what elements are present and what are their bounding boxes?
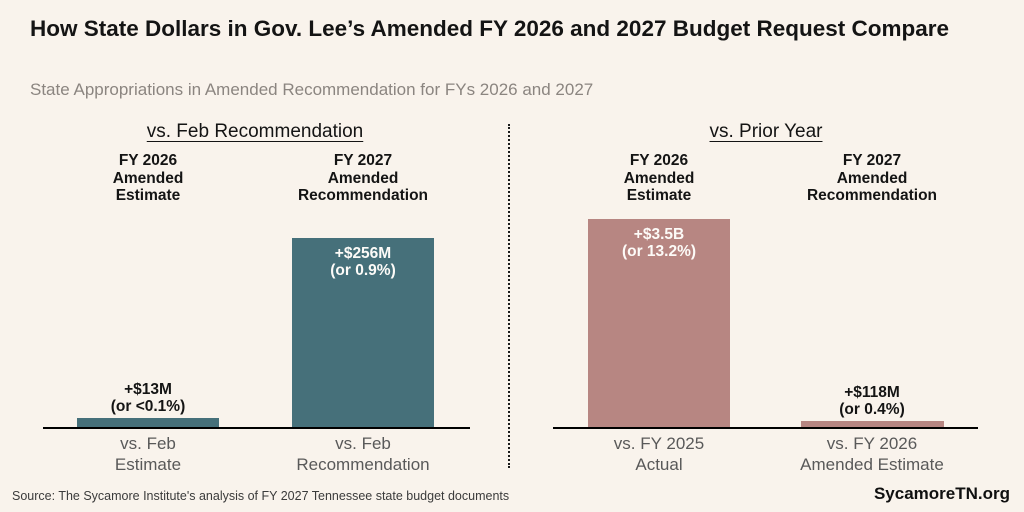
source-note: Source: The Sycamore Institute's analysi…: [12, 489, 510, 503]
x-axis-line-left: [43, 427, 470, 429]
x-label-vs-fy2026-amended-estimate: vs. FY 2026 Amended Estimate: [800, 434, 944, 474]
column-header-fy2027-amended-recommendation-left: FY 2027 Amended Recommendation: [297, 152, 429, 204]
bar-value-label: +$3.5B (or 13.2%): [621, 226, 697, 260]
x-label-vs-fy2025-actual: vs. FY 2025 Actual: [613, 434, 705, 474]
bar: [77, 418, 219, 428]
bar-value-label: +$13M (or <0.1%): [110, 381, 186, 415]
bar-value-label: +$256M (or 0.9%): [330, 245, 396, 279]
column-header-fy2027-amended-recommendation-right: FY 2027 Amended Recommendation: [806, 152, 938, 204]
x-axis-line-right: [553, 427, 978, 429]
bar: [292, 238, 434, 428]
x-label-vs-feb-recommendation: vs. Feb Recommendation: [296, 434, 430, 474]
chart-title: How State Dollars in Gov. Lee’s Amended …: [30, 16, 950, 41]
bar: [801, 421, 944, 428]
column-header-fy2026-amended-estimate-left: FY 2026 Amended Estimate: [112, 152, 184, 204]
panel-divider-dotted-line: [508, 124, 510, 468]
bar-value-label: +$118M (or 0.4%): [839, 384, 905, 418]
bar: [588, 219, 730, 428]
panel-title-vs-feb-recommendation: vs. Feb Recommendation: [146, 121, 364, 142]
chart-subtitle: State Appropriations in Amended Recommen…: [30, 80, 594, 99]
x-label-vs-feb-estimate: vs. Feb Estimate: [114, 434, 182, 474]
brand-text: SycamoreTN.org: [873, 484, 1010, 503]
column-header-fy2026-amended-estimate-right: FY 2026 Amended Estimate: [623, 152, 695, 204]
panel-title-vs-prior-year: vs. Prior Year: [709, 121, 823, 142]
